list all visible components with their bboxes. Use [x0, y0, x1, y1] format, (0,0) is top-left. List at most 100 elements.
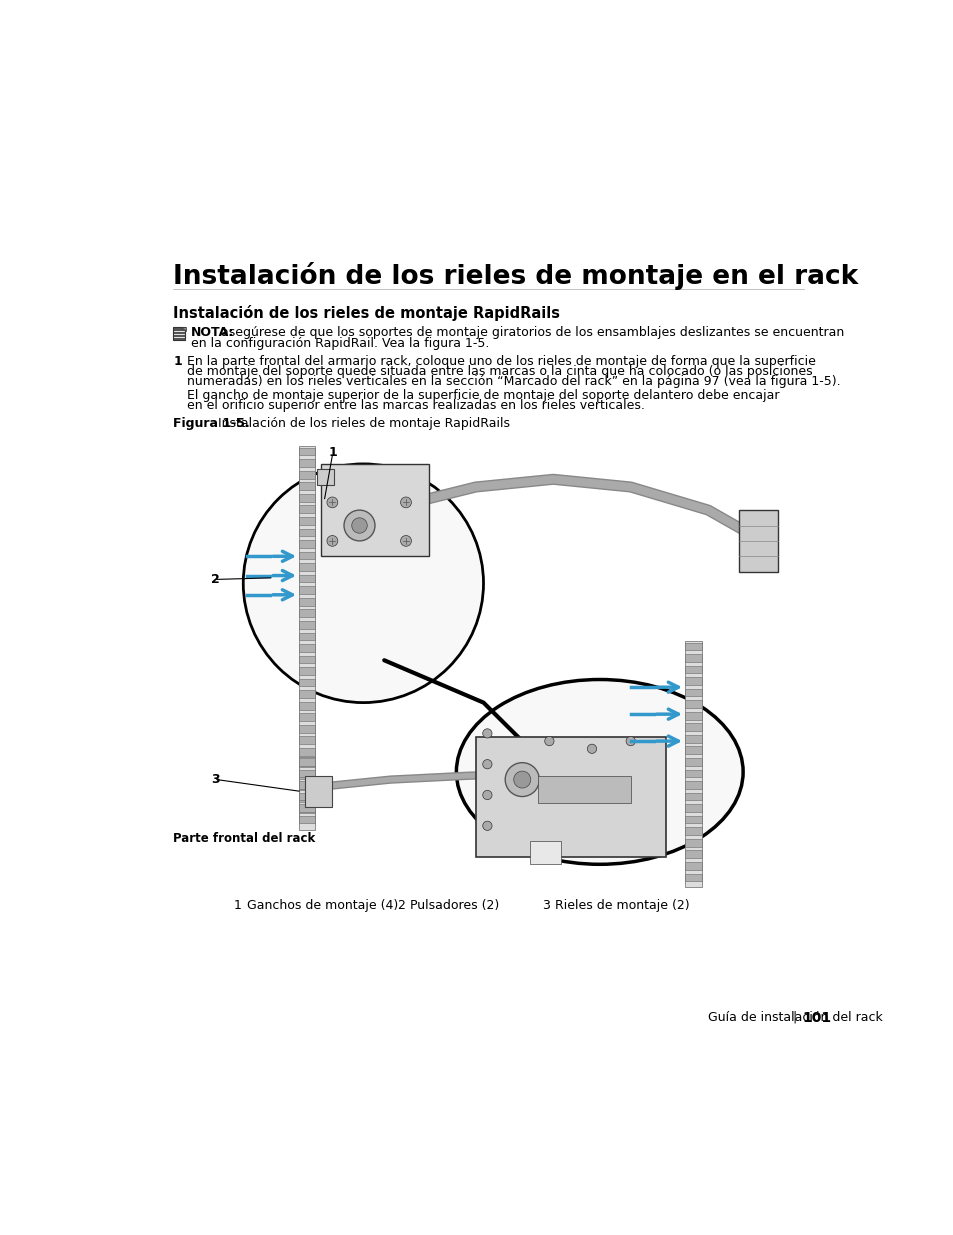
- FancyBboxPatch shape: [305, 776, 332, 806]
- Circle shape: [352, 517, 367, 534]
- Circle shape: [482, 790, 492, 799]
- Bar: [298, 757, 314, 830]
- Bar: [298, 540, 314, 548]
- Bar: [298, 793, 314, 800]
- Circle shape: [400, 536, 411, 546]
- FancyBboxPatch shape: [739, 510, 778, 572]
- Circle shape: [327, 496, 337, 508]
- Bar: [684, 782, 701, 789]
- Text: Parte frontal del rack: Parte frontal del rack: [173, 832, 315, 845]
- Bar: [684, 816, 701, 824]
- Bar: [298, 609, 314, 618]
- Text: 1: 1: [173, 356, 182, 368]
- Bar: [298, 645, 314, 652]
- Bar: [298, 656, 314, 663]
- Bar: [298, 690, 314, 698]
- FancyBboxPatch shape: [476, 737, 665, 857]
- Text: Rieles de montaje (2): Rieles de montaje (2): [555, 899, 689, 911]
- Bar: [537, 776, 630, 803]
- Text: en la configuración RapidRail. Vea la figura 1-5.: en la configuración RapidRail. Vea la fi…: [192, 337, 489, 350]
- Bar: [298, 459, 314, 467]
- Bar: [298, 598, 314, 605]
- Circle shape: [482, 760, 492, 769]
- Circle shape: [344, 510, 375, 541]
- Text: en el orificio superior entre las marcas realizadas en los rieles verticales.: en el orificio superior entre las marcas…: [187, 399, 644, 412]
- Text: Instalación de los rieles de montaje RapidRails: Instalación de los rieles de montaje Rap…: [218, 417, 510, 430]
- Bar: [298, 758, 314, 766]
- FancyBboxPatch shape: [320, 464, 429, 556]
- Text: 1: 1: [233, 899, 241, 911]
- Circle shape: [400, 496, 411, 508]
- Ellipse shape: [456, 679, 742, 864]
- Text: Pulsadores (2): Pulsadores (2): [410, 899, 498, 911]
- Text: numeradas) en los rieles verticales en la sección “Marcado del rack” en la págin: numeradas) en los rieles verticales en l…: [187, 375, 841, 388]
- Bar: [684, 641, 701, 888]
- Bar: [684, 655, 701, 662]
- FancyBboxPatch shape: [172, 327, 185, 340]
- Circle shape: [482, 729, 492, 739]
- Bar: [298, 782, 314, 789]
- Bar: [298, 760, 314, 767]
- Bar: [684, 758, 701, 766]
- Bar: [684, 862, 701, 869]
- Bar: [298, 517, 314, 525]
- Bar: [684, 677, 701, 685]
- Text: El gancho de montaje superior de la superficie de montaje del soporte delantero : El gancho de montaje superior de la supe…: [187, 389, 780, 403]
- Text: asegúrese de que los soportes de montaje giratorios de los ensamblajes deslizant: asegúrese de que los soportes de montaje…: [216, 326, 843, 340]
- Text: En la parte frontal del armario rack, coloque uno de los rieles de montaje de fo: En la parte frontal del armario rack, co…: [187, 356, 816, 368]
- Bar: [298, 563, 314, 571]
- Bar: [298, 448, 314, 456]
- Text: |: |: [791, 1010, 796, 1024]
- Bar: [298, 587, 314, 594]
- Bar: [298, 816, 314, 824]
- Text: NOTA:: NOTA:: [192, 326, 234, 340]
- Bar: [298, 529, 314, 536]
- Bar: [298, 679, 314, 687]
- Text: Figura 1-5.: Figura 1-5.: [173, 417, 250, 430]
- Bar: [684, 711, 701, 720]
- Bar: [298, 471, 314, 478]
- Circle shape: [505, 763, 538, 797]
- Bar: [316, 468, 334, 485]
- Bar: [298, 667, 314, 674]
- Bar: [298, 621, 314, 629]
- Circle shape: [243, 464, 483, 703]
- Bar: [298, 552, 314, 559]
- Text: Guía de instalación del rack: Guía de instalación del rack: [707, 1010, 882, 1024]
- Bar: [298, 446, 314, 818]
- Bar: [298, 804, 314, 811]
- Bar: [684, 666, 701, 673]
- Bar: [684, 689, 701, 697]
- Bar: [684, 851, 701, 858]
- Bar: [684, 642, 701, 651]
- Bar: [684, 735, 701, 742]
- Bar: [684, 839, 701, 846]
- Bar: [298, 725, 314, 732]
- Text: 3: 3: [541, 899, 549, 911]
- Text: 2: 2: [211, 573, 219, 585]
- Circle shape: [482, 821, 492, 830]
- Text: Instalación de los rieles de montaje RapidRails: Instalación de los rieles de montaje Rap…: [173, 305, 560, 321]
- Text: 3: 3: [211, 773, 219, 787]
- Bar: [298, 701, 314, 710]
- Bar: [684, 804, 701, 811]
- Circle shape: [327, 536, 337, 546]
- Bar: [530, 841, 560, 864]
- Bar: [298, 783, 314, 790]
- Text: Instalación de los rieles de montaje en el rack: Instalación de los rieles de montaje en …: [173, 262, 858, 290]
- Bar: [298, 483, 314, 490]
- Bar: [684, 769, 701, 777]
- Bar: [684, 793, 701, 800]
- Bar: [684, 746, 701, 755]
- Polygon shape: [181, 327, 186, 331]
- Bar: [684, 724, 701, 731]
- Bar: [298, 771, 314, 779]
- Bar: [298, 805, 314, 814]
- Bar: [298, 714, 314, 721]
- Bar: [298, 494, 314, 501]
- Bar: [298, 794, 314, 802]
- Text: 101: 101: [802, 1010, 831, 1025]
- Bar: [298, 736, 314, 745]
- Bar: [298, 748, 314, 756]
- Bar: [684, 873, 701, 882]
